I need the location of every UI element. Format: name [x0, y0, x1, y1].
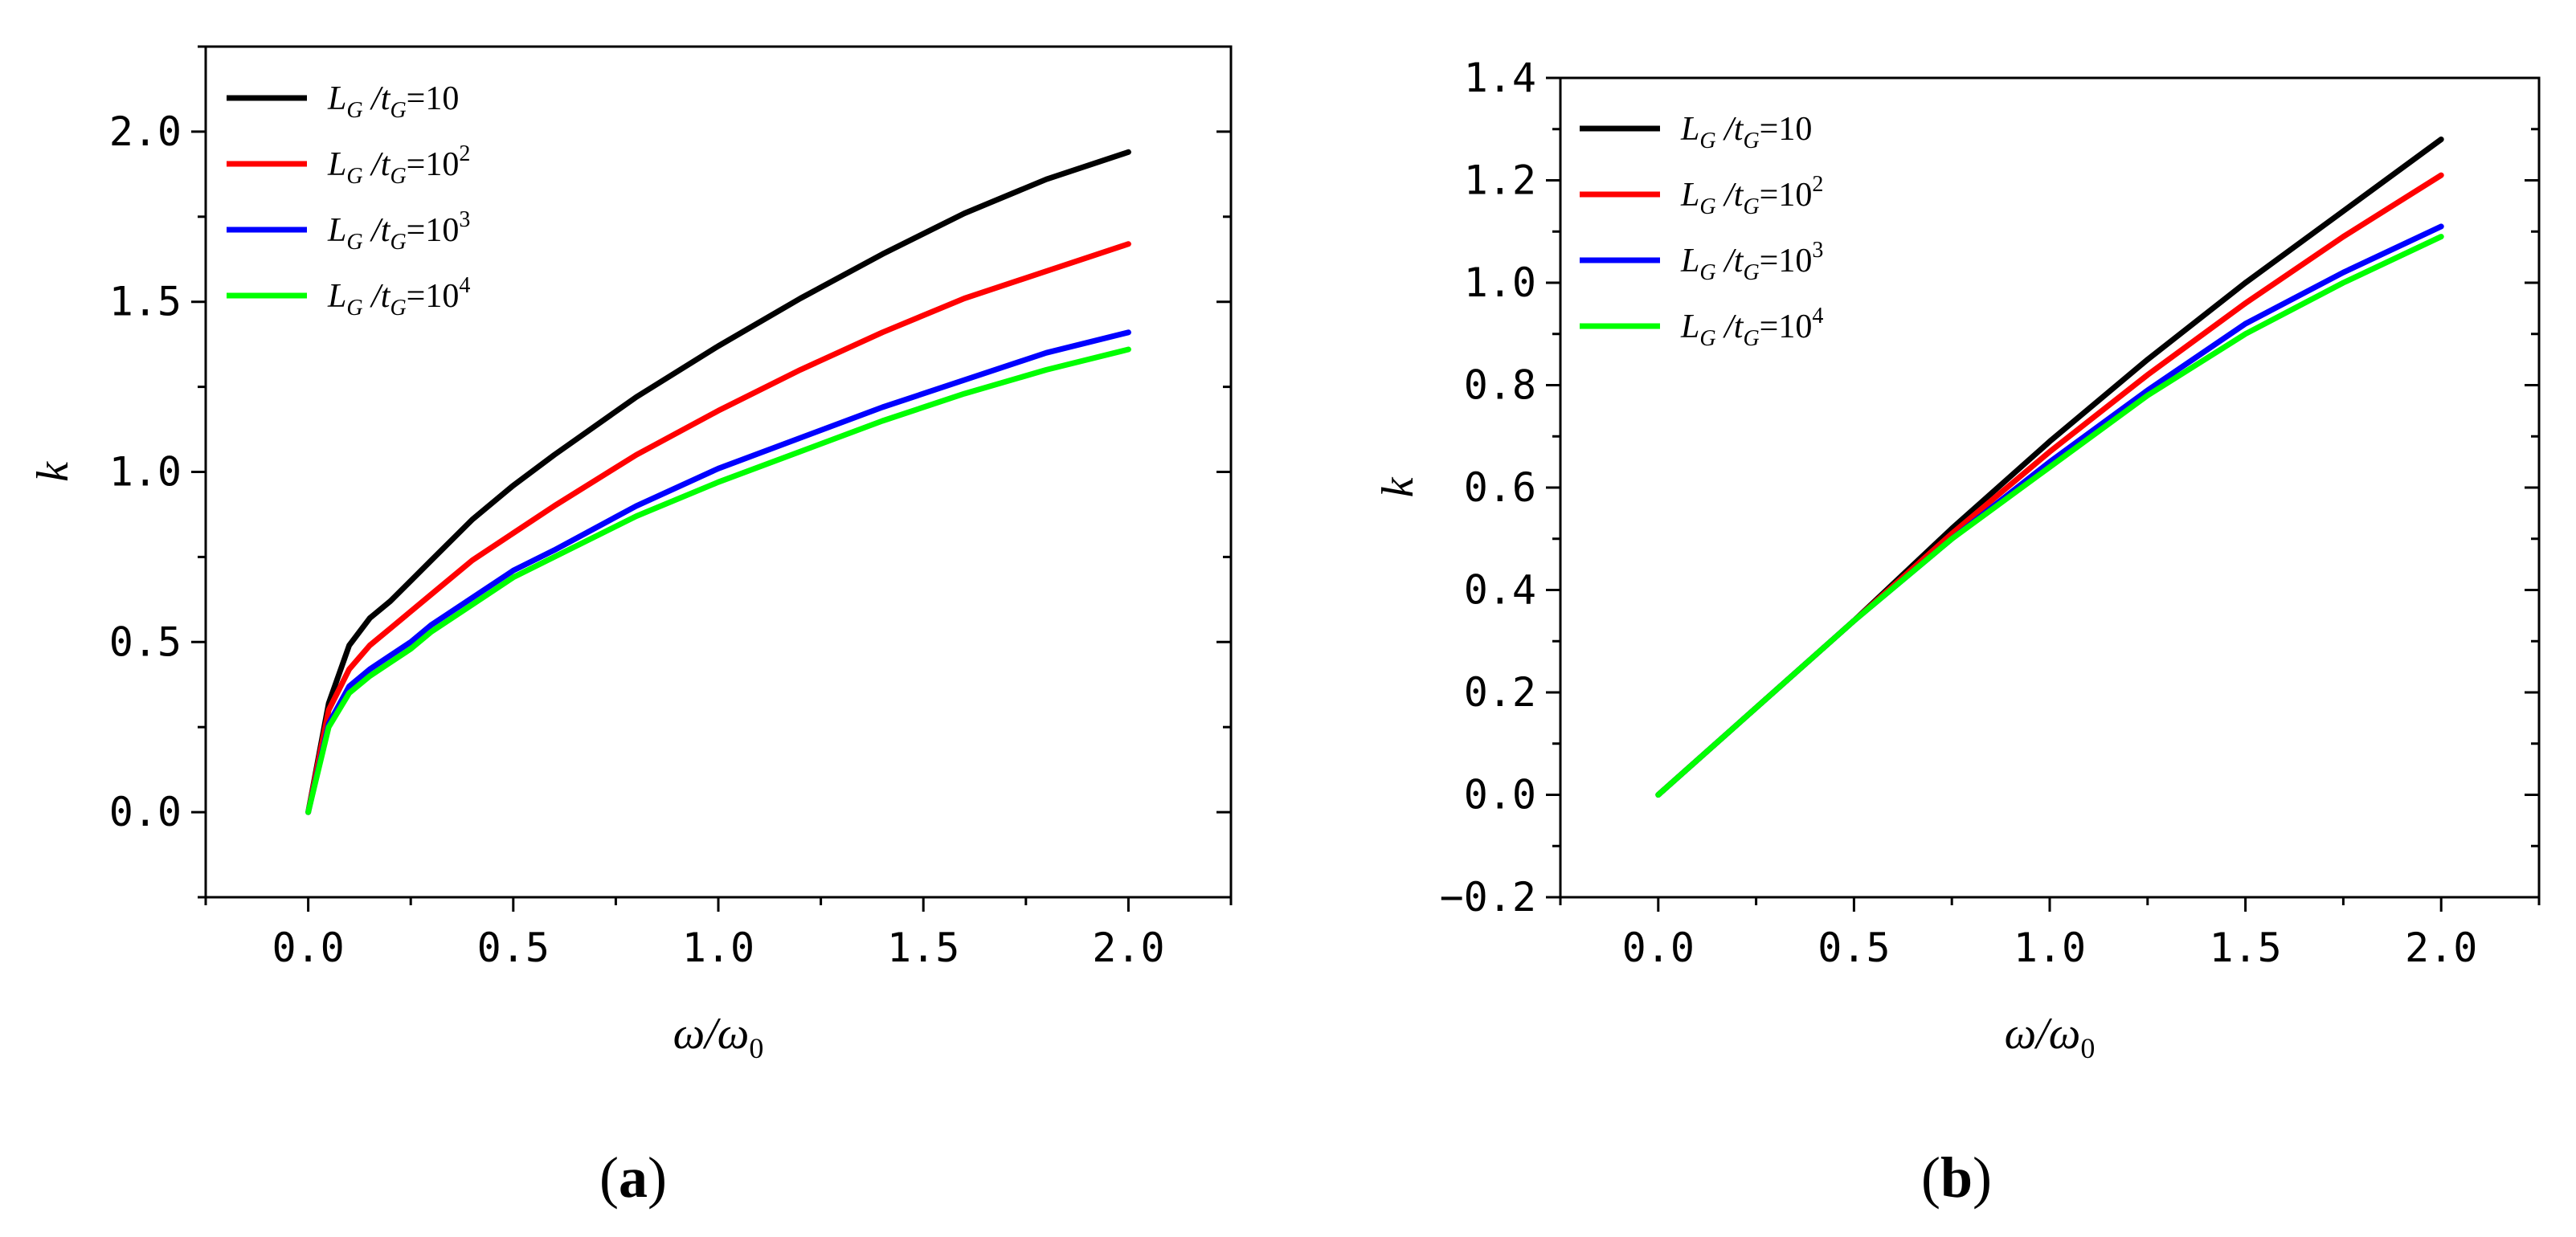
y-axis-label: k — [28, 461, 78, 482]
panel-a: 0.0 0.5 1.0 1.5 2.0 0.0 0.5 1.0 1.5 2.0 LG /tG=10 L… — [28, 45, 1233, 1210]
x-tick-label: 1.5 — [2209, 925, 2281, 971]
legend-label-1: LG /tG=10 — [327, 80, 459, 123]
x-tick-label: 1.5 — [887, 925, 959, 971]
x-tick-label: 0.0 — [272, 925, 344, 971]
x-tick-label: 0.5 — [1818, 925, 1890, 971]
y-tick-label: 2.0 — [109, 108, 182, 155]
x-tick-label: 0.0 — [1622, 925, 1695, 971]
legend-label-2: LG /tG=102 — [1680, 172, 1823, 219]
legend-label-2: LG /tG=102 — [327, 141, 470, 189]
y-tick-label: 1.5 — [109, 279, 182, 325]
x-axis-label: ω/ω0 — [673, 1009, 764, 1064]
y-tick-label: 0.0 — [109, 789, 182, 835]
legend-label-3: LG /tG=103 — [327, 207, 470, 255]
y-tick-label: 0.4 — [1464, 567, 1536, 614]
y-tick-label: 0.0 — [1464, 772, 1536, 819]
series-line-4 — [1655, 234, 2444, 798]
series-line-4 — [305, 346, 1131, 815]
legend-label-1: LG /tG=10 — [1680, 111, 1812, 153]
y-tick-label: 1.4 — [1464, 55, 1536, 101]
y-tick-label: 0.8 — [1464, 362, 1536, 409]
legend-label-4: LG /tG=104 — [327, 273, 470, 320]
y-tick-label: −0.2 — [1440, 874, 1536, 921]
y-tick-label: 1.0 — [109, 449, 182, 496]
panel-b: 0.0 0.5 1.0 1.5 2.0 −0.2 0.0 0.2 0.4 0.6 0.8 1.0 1.2… — [1373, 55, 2541, 1210]
x-tick-label: 0.5 — [477, 925, 550, 971]
y-axis-label: k — [1373, 476, 1423, 497]
panel-label: (b) — [1921, 1145, 1992, 1210]
legend-label-3: LG /tG=103 — [1680, 238, 1823, 285]
x-tick-label: 1.0 — [682, 925, 754, 971]
x-tick-label: 2.0 — [1092, 925, 1164, 971]
y-tick-label: 0.6 — [1464, 464, 1536, 511]
series-line-1 — [305, 149, 1131, 815]
y-tick-label: 0.5 — [109, 618, 182, 665]
y-tick-label: 0.2 — [1464, 669, 1536, 716]
series-line-3 — [305, 329, 1131, 815]
series-line-2 — [305, 241, 1131, 815]
panel-label: (a) — [599, 1145, 667, 1210]
y-tick-label: 1.0 — [1464, 259, 1536, 306]
x-tick-label: 1.0 — [2014, 925, 2086, 971]
legend-label-4: LG /tG=104 — [1680, 304, 1823, 351]
x-axis-label: ω/ω0 — [2005, 1009, 2096, 1064]
y-tick-label: 1.2 — [1464, 157, 1536, 204]
x-tick-label: 2.0 — [2405, 925, 2477, 971]
